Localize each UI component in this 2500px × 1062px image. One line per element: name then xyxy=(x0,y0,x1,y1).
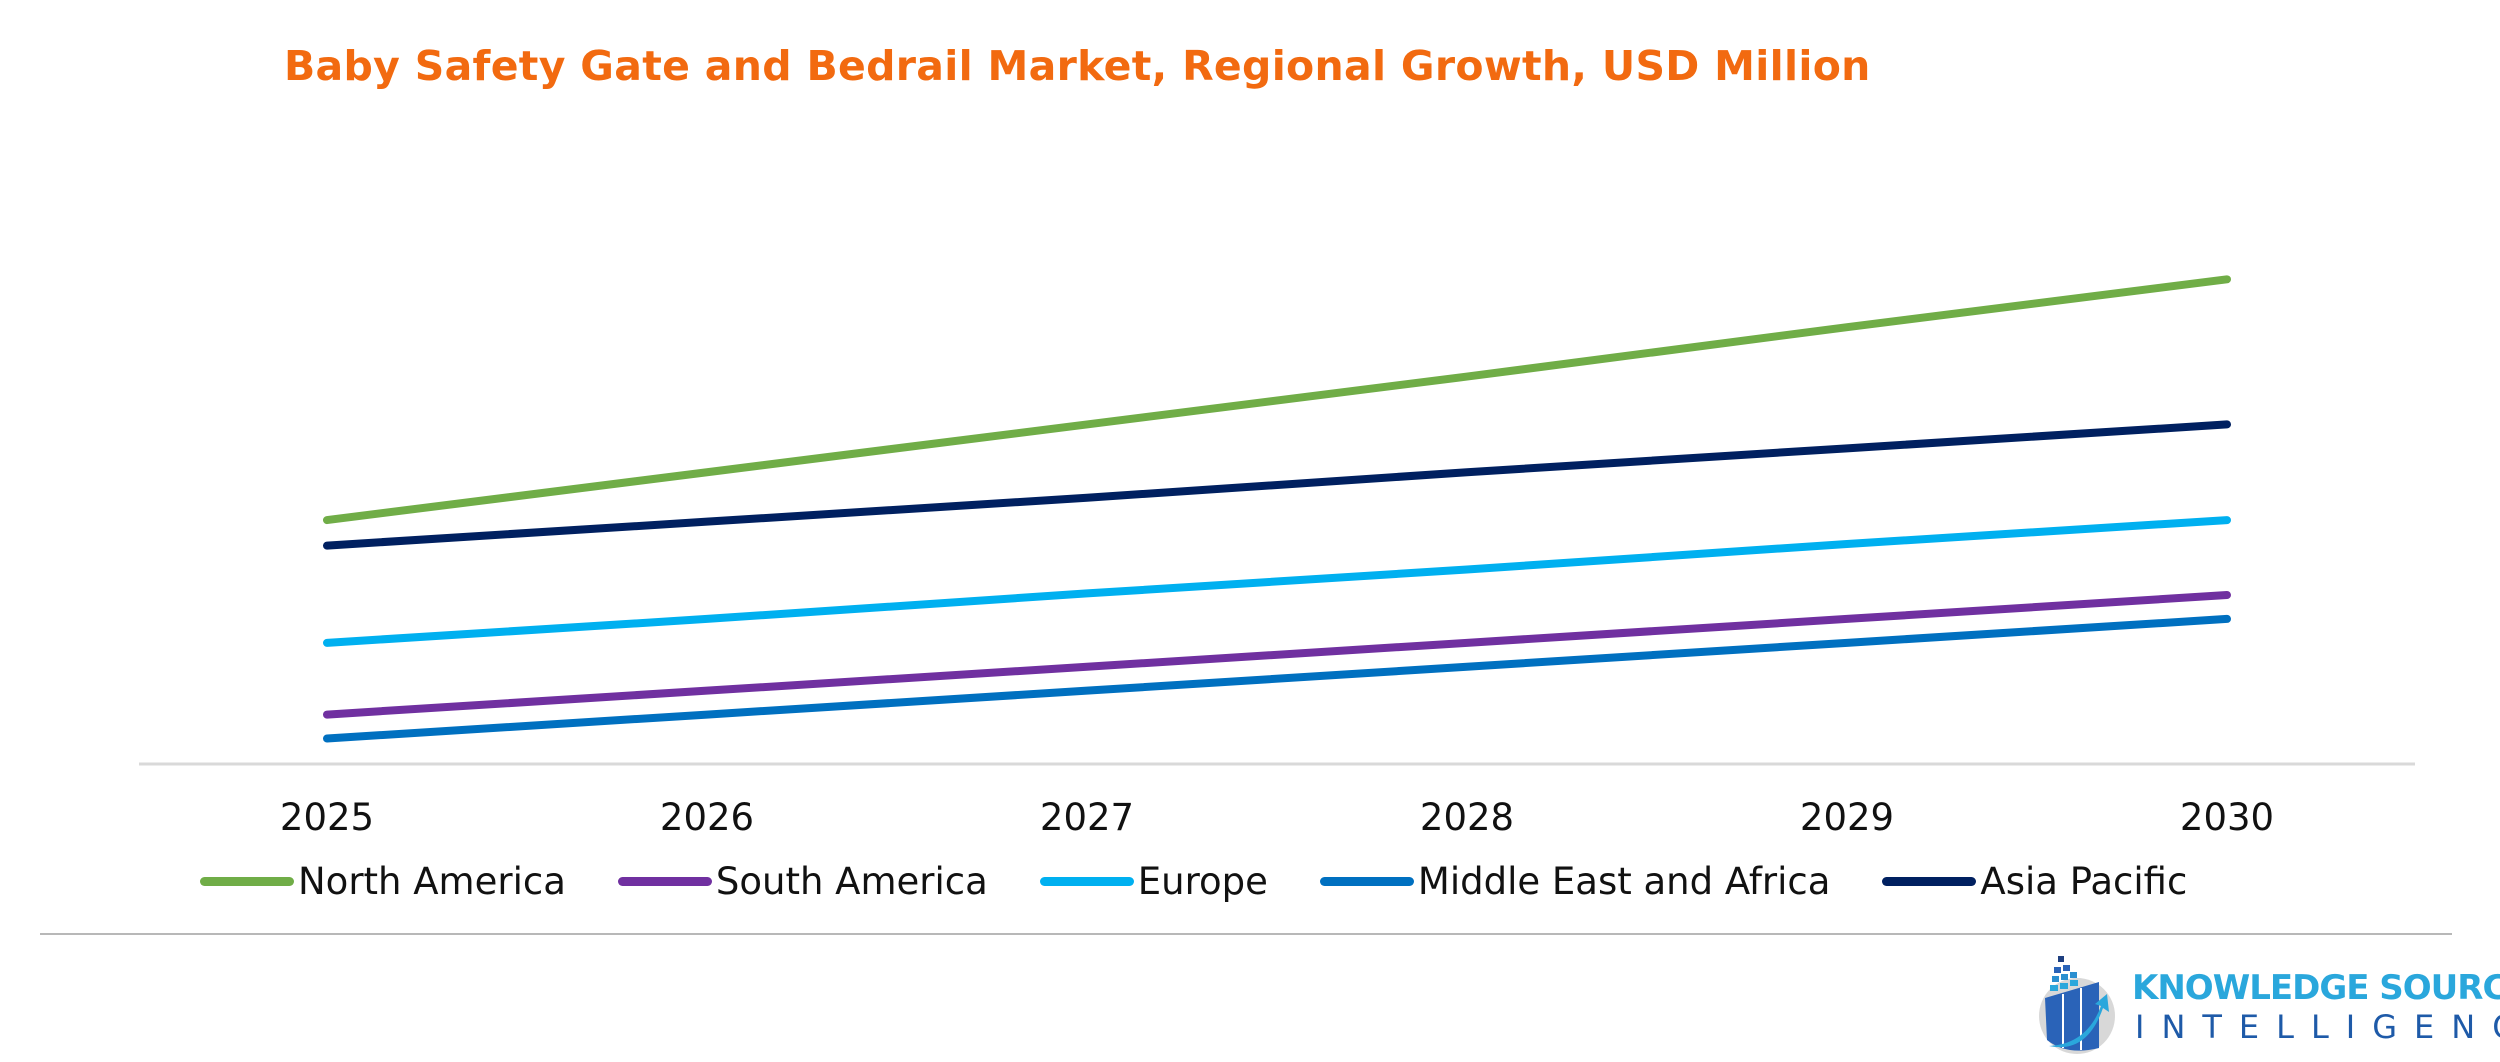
logo-text-line2: INTELLIGENCE xyxy=(2135,1008,2500,1046)
legend-item: Europe xyxy=(1039,860,1268,903)
logo-text-line1: KNOWLEDGE SOURCING xyxy=(2132,968,2500,1008)
legend: North America South America Europe Middle E… xyxy=(200,860,2239,903)
legend-swatch xyxy=(200,877,294,886)
legend-item: Asia Pacific xyxy=(1882,860,2187,903)
chart-title: Baby Safety Gate and Bedrail Market, Reg… xyxy=(284,42,1871,90)
series-line-europe xyxy=(323,516,2231,647)
legend-item: Middle East and Africa xyxy=(1319,860,1831,903)
footer-divider xyxy=(40,933,2452,935)
legend-swatch xyxy=(1319,877,1414,886)
legend-label: Europe xyxy=(1137,860,1268,903)
legend-swatch xyxy=(1882,877,1977,886)
x-tick-label: 2027 xyxy=(1040,796,1134,839)
x-tick-label: 2025 xyxy=(280,796,374,839)
x-tick-label: 2030 xyxy=(2180,796,2274,839)
series-line-middle-east-and-africa xyxy=(323,614,2231,743)
legend-swatch xyxy=(1039,877,1134,886)
knowledge-sourcing-intelligence-logo: KNOWLEDGE SOURCING INTELLIGENCE xyxy=(2037,948,2500,1058)
legend-label: South America xyxy=(715,860,988,903)
x-tick-label: 2026 xyxy=(660,796,754,839)
legend-label: North America xyxy=(298,860,566,903)
legend-item: South America xyxy=(617,860,988,903)
x-tick-label: 2029 xyxy=(1800,796,1894,839)
x-tick-label: 2028 xyxy=(1420,796,1514,839)
series-line-south-america xyxy=(323,591,2231,719)
series-line-north-america xyxy=(323,275,2231,525)
logo-emblem-icon xyxy=(2039,956,2115,1054)
series-line-asia-pacific xyxy=(323,420,2231,550)
legend-swatch xyxy=(617,877,712,886)
legend-label: Asia Pacific xyxy=(1980,860,2188,903)
legend-label: Middle East and Africa xyxy=(1417,860,1831,903)
legend-item: North America xyxy=(200,860,566,903)
